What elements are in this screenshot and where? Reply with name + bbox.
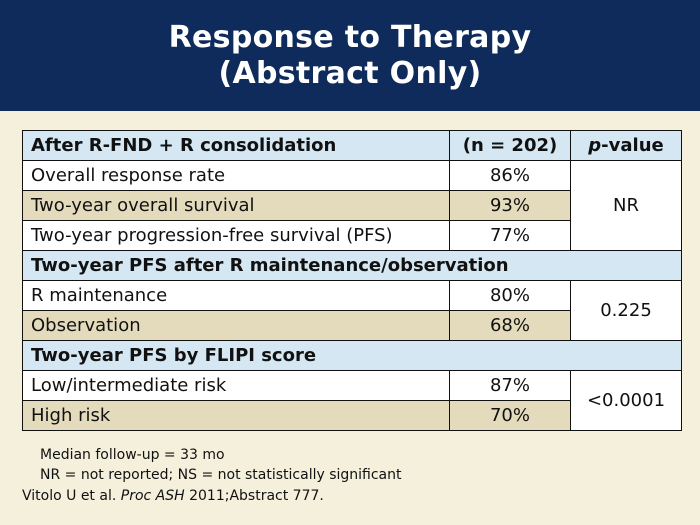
p-value-cell: NR — [570, 160, 682, 251]
row-label: R maintenance — [22, 280, 450, 311]
section-heading: Two-year PFS after R maintenance/observa… — [22, 250, 682, 281]
header-n: (n = 202) — [449, 130, 571, 161]
section-row: Two-year PFS after R maintenance/observa… — [22, 250, 682, 281]
header-p-value: p-value — [570, 130, 682, 161]
table-row: Overall response rate 86% NR — [22, 160, 682, 251]
results-table: After R-FND + R consolidation (n = 202) … — [22, 130, 682, 431]
table-header-row: After R-FND + R consolidation (n = 202) … — [22, 130, 682, 161]
row-value: 87% — [449, 370, 571, 401]
p-value-cell: 0.225 — [570, 280, 682, 341]
section-heading: Two-year PFS by FLIPI score — [22, 340, 682, 371]
table-row: Low/intermediate risk 87% <0.0001 — [22, 370, 682, 431]
p-value-cell: <0.0001 — [570, 370, 682, 431]
citation-journal: Proc ASH — [120, 488, 185, 504]
row-value: 80% — [449, 280, 571, 311]
row-label: Low/intermediate risk — [22, 370, 450, 401]
title-banner: Response to Therapy (Abstract Only) — [0, 0, 700, 111]
table-row: R maintenance 80% 0.225 — [22, 280, 682, 341]
footnote-followup: Median follow-up = 33 mo — [40, 447, 225, 463]
row-label: Observation — [22, 310, 450, 341]
row-label: Two-year progression-free survival (PFS) — [22, 220, 450, 251]
footnote-abbreviations: NR = not reported; NS = not statisticall… — [40, 467, 402, 483]
row-label: Overall response rate — [22, 160, 450, 191]
header-p-rest: -value — [601, 135, 664, 156]
citation-rest: 2011;Abstract 777. — [189, 488, 324, 504]
table-row: High risk 70% — [22, 400, 682, 431]
row-value: 86% — [449, 160, 571, 191]
row-value: 77% — [449, 220, 571, 251]
row-value: 70% — [449, 400, 571, 431]
slide-title: Response to Therapy — [168, 19, 532, 55]
section-row: Two-year PFS by FLIPI score — [22, 340, 682, 371]
footnotes: Median follow-up = 33 mo NR = not report… — [40, 445, 402, 485]
header-p-italic: p — [588, 135, 602, 156]
row-value: 68% — [449, 310, 571, 341]
slide-subtitle: (Abstract Only) — [218, 55, 482, 91]
citation: Vitolo U et al. Proc ASH 2011;Abstract 7… — [22, 488, 324, 504]
header-label: After R-FND + R consolidation — [22, 130, 450, 161]
row-label: Two-year overall survival — [22, 190, 450, 221]
citation-authors: Vitolo U et al. — [22, 488, 117, 504]
row-label: High risk — [22, 400, 450, 431]
table-row: Two-year overall survival 93% — [22, 190, 682, 221]
row-value: 93% — [449, 190, 571, 221]
table-row: Observation 68% — [22, 310, 682, 341]
